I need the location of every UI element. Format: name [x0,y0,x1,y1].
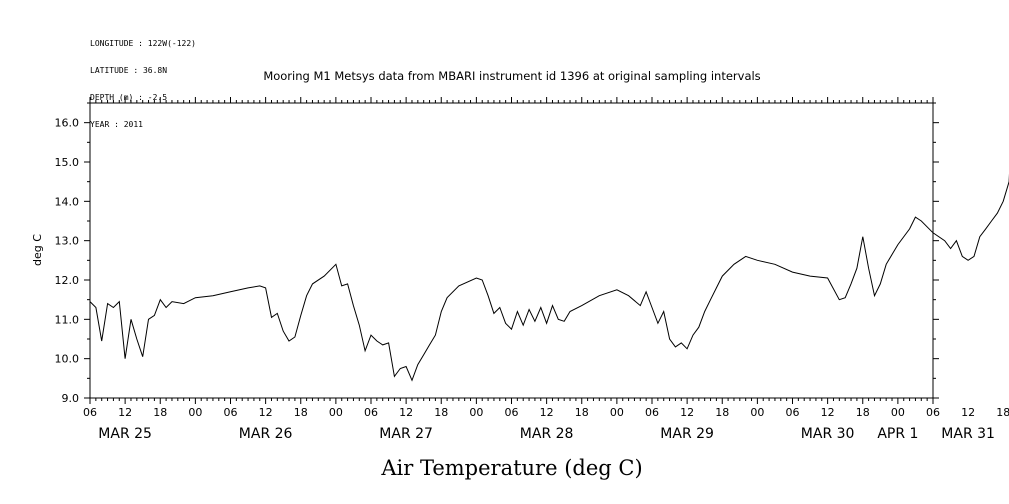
y-tick-label: 14.0 [55,195,80,208]
x-tick-label: 00 [891,406,905,419]
x-axis-label: Air Temperature (deg C) [380,456,642,480]
x-tick-label: 00 [188,406,202,419]
x-tick-label: 12 [118,406,132,419]
x-tick-label: 00 [610,406,624,419]
x-tick-label: 18 [715,406,729,419]
x-tick-label: 06 [926,406,940,419]
x-tick-label: 06 [224,406,238,419]
x-tick-labels: 06 12 18 00 06 12 18 00 06 12 18 00 06 12 18 00 06 12 18 00… [83,406,1009,419]
x-tick-label: 00 [469,406,483,419]
y-tick-label: 10.0 [55,353,80,366]
x-date-label: MAR 28 [520,426,574,442]
y-tick-label: 11.0 [55,313,80,326]
x-tick-label: 06 [786,406,800,419]
x-tick-label: 12 [821,406,835,419]
x-tick-label: 00 [750,406,764,419]
x-date-label: MAR 29 [660,426,714,442]
x-date-label: MAR 31 [941,426,995,442]
y-axis-label: deg C [31,234,44,266]
y-tick-label: 9.0 [62,392,80,405]
x-tick-label: 12 [259,406,273,419]
ticks-layer [84,97,939,404]
y-tick-label: 15.0 [55,156,80,169]
x-tick-label: 12 [961,406,975,419]
x-date-label: MAR 27 [379,426,433,442]
header-metadata: LONGITUDE : 122W(-122) LATITUDE : 36.8N … [90,21,196,138]
depth-text: DEPTH (m) : -2.5 [90,93,168,102]
x-date-labels: MAR 25 MAR 26 MAR 27 MAR 28 MAR 29 MAR 30 MAR … [98,426,995,442]
x-tick-label: 06 [645,406,659,419]
series-line [89,173,1009,382]
x-tick-label: 18 [996,406,1009,419]
x-tick-label: 06 [83,406,97,419]
y-tick-labels: 9.0 10.0 11.0 12.0 13.0 14.0 15.0 16.0 [55,117,80,405]
x-tick-label: 06 [505,406,519,419]
x-date-label: MAR 30 [801,426,855,442]
y-tick-label: 12.0 [55,274,80,287]
x-tick-label: 18 [434,406,448,419]
x-tick-label: 12 [399,406,413,419]
x-tick-label: 12 [540,406,554,419]
x-tick-label: 06 [364,406,378,419]
year-text: YEAR : 2011 [90,120,143,129]
x-tick-label: 00 [329,406,343,419]
longitude-text: LONGITUDE : 122W(-122) [90,39,196,48]
y-tick-label: 16.0 [55,117,80,130]
x-tick-label: 12 [680,406,694,419]
plot-frame [89,102,934,399]
y-tick-label: 13.0 [55,235,80,248]
latitude-text: LATITUDE : 36.8N [90,66,168,75]
x-date-label: MAR 25 [98,426,152,442]
chart-title: Mooring M1 Metsys data from MBARI instru… [263,69,760,83]
x-date-label: APR 1 [877,426,918,442]
x-tick-label: 18 [856,406,870,419]
x-tick-label: 18 [294,406,308,419]
x-date-label: MAR 26 [239,426,293,442]
x-tick-label: 18 [575,406,589,419]
x-tick-label: 18 [153,406,167,419]
